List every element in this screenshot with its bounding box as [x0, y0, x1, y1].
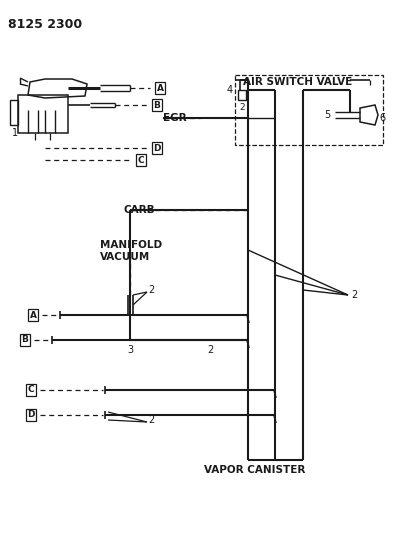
Text: 6: 6 [378, 113, 384, 123]
Text: 8125 2300: 8125 2300 [8, 18, 82, 31]
Text: VAPOR CANISTER: VAPOR CANISTER [204, 465, 305, 475]
Bar [18, 95, 68, 133]
Text: 2: 2 [148, 285, 154, 295]
Text: CARB: CARB [123, 205, 155, 215]
Text: MANIFOLD
VACUUM: MANIFOLD VACUUM [100, 240, 162, 262]
Text: A: A [29, 311, 36, 319]
Text: D: D [153, 143, 160, 152]
Text: 2: 2 [238, 103, 244, 112]
Text: C: C [137, 156, 144, 165]
Bar [10, 100, 18, 125]
Text: 2: 2 [148, 415, 154, 425]
Text: B: B [22, 335, 28, 344]
Text: A: A [156, 84, 163, 93]
Bar [234, 75, 382, 145]
Text: 2: 2 [207, 345, 213, 355]
Text: 2: 2 [350, 290, 356, 300]
Text: 3: 3 [127, 345, 133, 355]
Text: 4: 4 [226, 85, 232, 95]
Text: EGR: EGR [163, 113, 186, 123]
Text: C: C [28, 385, 34, 394]
Bar [237, 90, 245, 100]
Text: AIR SWITCH VALVE: AIR SWITCH VALVE [243, 77, 351, 87]
Text: 1: 1 [12, 128, 18, 138]
Text: D: D [27, 410, 35, 419]
Text: 5: 5 [323, 110, 329, 120]
Text: B: B [153, 101, 160, 109]
